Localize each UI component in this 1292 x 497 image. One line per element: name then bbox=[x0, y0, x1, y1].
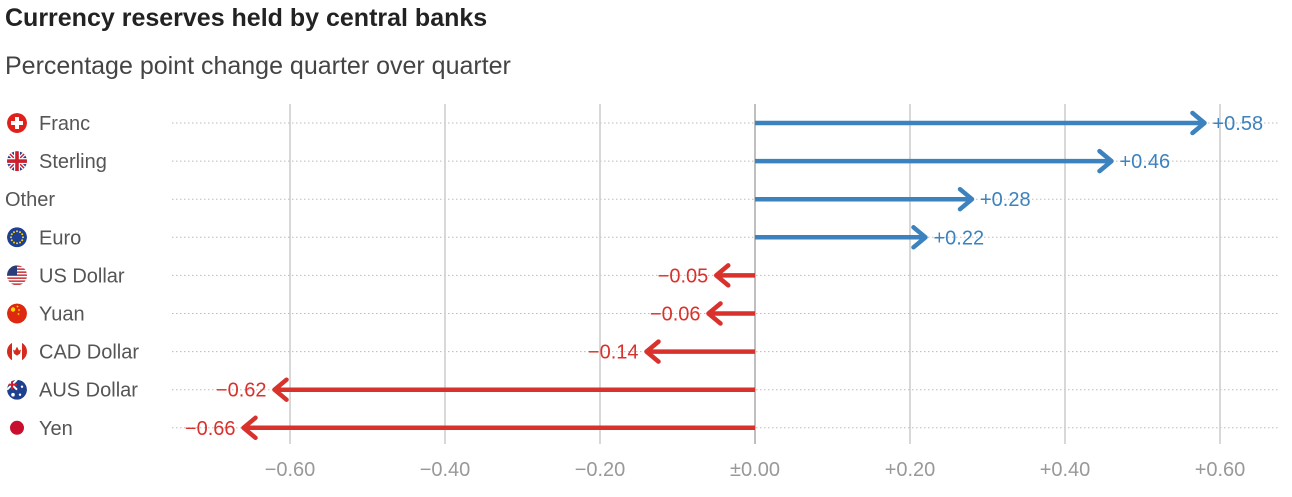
japan-flag-icon bbox=[10, 420, 24, 435]
chart-title: Currency reserves held by central banks bbox=[5, 4, 488, 32]
x-tick-label: +0.60 bbox=[1195, 459, 1246, 481]
canada-flag-icon bbox=[7, 341, 27, 362]
x-tick-label: +0.40 bbox=[1040, 459, 1091, 481]
eu-flag-icon bbox=[7, 227, 27, 248]
value-label: −0.62 bbox=[216, 380, 267, 402]
category-label: Franc bbox=[39, 113, 90, 135]
value-label: +0.22 bbox=[934, 227, 985, 249]
category-label: CAD Dollar bbox=[39, 342, 139, 364]
arrow-head bbox=[1097, 148, 1114, 174]
uk-flag-icon bbox=[7, 151, 27, 172]
category-label: Yuan bbox=[39, 304, 85, 326]
swiss-flag-icon bbox=[7, 113, 27, 133]
x-tick-label: +0.20 bbox=[885, 459, 936, 481]
australia-flag-icon bbox=[7, 379, 27, 400]
x-tick-label: −0.40 bbox=[420, 459, 471, 481]
value-label: −0.06 bbox=[650, 304, 701, 326]
category-label: Euro bbox=[39, 227, 81, 249]
category-label: Yen bbox=[39, 418, 73, 440]
value-label: −0.05 bbox=[658, 265, 709, 287]
arrow-head bbox=[241, 415, 258, 441]
category-label: US Dollar bbox=[39, 265, 125, 287]
value-label: +0.58 bbox=[1213, 113, 1264, 135]
arrow-head bbox=[911, 225, 928, 250]
arrow-head bbox=[957, 186, 975, 212]
category-label: Other bbox=[5, 189, 55, 211]
arrow-head bbox=[706, 301, 723, 326]
us-flag-icon bbox=[7, 265, 27, 286]
chart-subtitle: Percentage point change quarter over qua… bbox=[5, 52, 511, 80]
arrow-head bbox=[714, 263, 731, 288]
value-label: +0.46 bbox=[1120, 151, 1171, 173]
category-label: AUS Dollar bbox=[39, 380, 138, 402]
arrow-head bbox=[272, 377, 289, 402]
value-label: +0.28 bbox=[980, 189, 1031, 211]
arrow-head bbox=[1190, 110, 1207, 136]
china-flag-icon bbox=[7, 303, 27, 324]
x-tick-label: −0.20 bbox=[575, 459, 626, 481]
x-tick-label: −0.60 bbox=[265, 459, 316, 481]
x-tick-label: ±0.00 bbox=[730, 459, 780, 481]
value-label: −0.14 bbox=[588, 342, 639, 364]
arrow-head bbox=[644, 339, 661, 364]
value-label: −0.66 bbox=[185, 418, 236, 440]
category-label: Sterling bbox=[39, 151, 107, 173]
